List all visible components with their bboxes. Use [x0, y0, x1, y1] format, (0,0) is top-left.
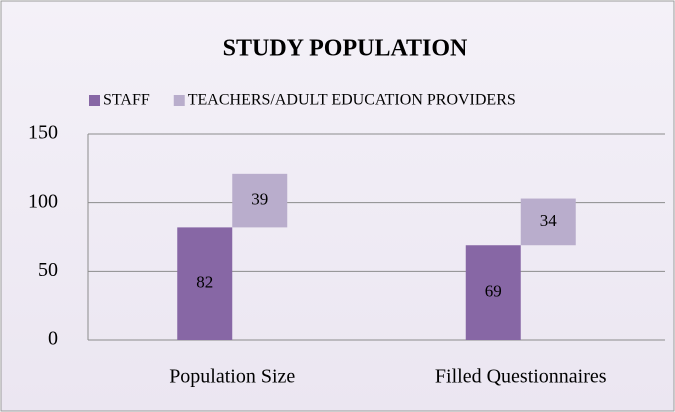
chart-title: STUDY POPULATION — [223, 36, 468, 62]
y-tick-label: 0 — [48, 328, 58, 350]
bar — [520, 198, 576, 246]
legend-swatch — [173, 95, 185, 106]
data-label: 82 — [196, 273, 213, 292]
data-label: 34 — [540, 211, 558, 230]
y-tick-label: 150 — [28, 122, 58, 144]
data-label: 69 — [485, 282, 502, 301]
legend-swatch — [89, 95, 100, 106]
y-tick-label: 100 — [28, 190, 58, 212]
legend-label: STAFF — [103, 92, 150, 109]
legend-label: TEACHERS/ADULT EDUCATION PROVIDERS — [188, 92, 516, 109]
y-tick-label: 50 — [38, 259, 58, 281]
bar — [232, 173, 288, 228]
bar — [465, 245, 521, 340]
bar — [177, 227, 233, 340]
x-tick-label: Population Size — [169, 366, 295, 388]
x-tick-label: Filled Questionnaires — [435, 366, 607, 388]
data-label: 39 — [251, 190, 268, 209]
